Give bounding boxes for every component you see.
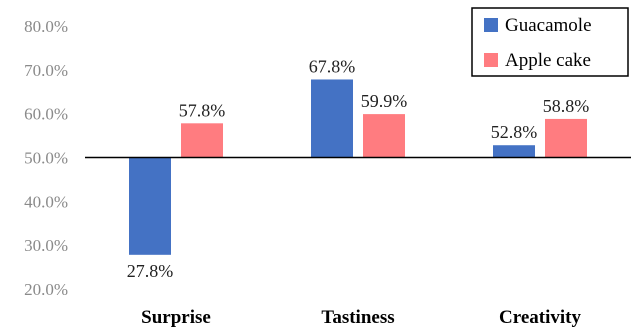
data-label-guacamole-surprise: 27.8% xyxy=(127,261,174,281)
y-tick-label: 40.0% xyxy=(24,192,68,211)
category-labels: Surprise Tastiness Creativity xyxy=(141,307,581,328)
y-tick-label: 30.0% xyxy=(24,236,68,255)
data-label-apple-cake-creativity: 58.8% xyxy=(543,96,590,116)
category-label-creativity: Creativity xyxy=(499,307,581,328)
data-label-guacamole-tastiness: 67.8% xyxy=(309,56,356,76)
legend-swatch-apple-cake xyxy=(484,53,498,67)
legend-label-guacamole: Guacamole xyxy=(505,15,592,36)
legend-swatch-guacamole xyxy=(484,18,498,32)
y-tick-label: 20.0% xyxy=(24,280,68,299)
legend-label-apple-cake: Apple cake xyxy=(505,50,591,71)
category-label-surprise: Surprise xyxy=(141,307,211,328)
bar-apple-cake-creativity xyxy=(545,118,587,158)
y-tick-label: 70.0% xyxy=(24,61,68,80)
category-label-tastiness: Tastiness xyxy=(321,307,394,328)
data-label-guacamole-creativity: 52.8% xyxy=(491,122,538,142)
bar-guacamole-creativity xyxy=(493,145,535,158)
bars xyxy=(129,79,587,255)
bar-apple-cake-tastiness xyxy=(363,114,405,158)
y-tick-label: 50.0% xyxy=(24,149,68,168)
data-label-apple-cake-surprise: 57.8% xyxy=(179,100,226,120)
y-tick-label: 80.0% xyxy=(24,17,68,36)
bar-guacamole-tastiness xyxy=(311,79,353,158)
y-tick-label: 60.0% xyxy=(24,105,68,124)
legend: Guacamole Apple cake xyxy=(471,7,629,77)
bar-apple-cake-surprise xyxy=(181,123,223,158)
data-label-apple-cake-tastiness: 59.9% xyxy=(361,91,408,111)
data-labels: 27.8% 57.8% 67.8%59.9% 52.8%58.8% xyxy=(127,56,590,280)
y-axis-ticks: 20.0% 30.0% 40.0% 50.0% 60.0% 70.0% 80.0% xyxy=(24,17,68,299)
bar-guacamole-surprise xyxy=(129,157,171,255)
